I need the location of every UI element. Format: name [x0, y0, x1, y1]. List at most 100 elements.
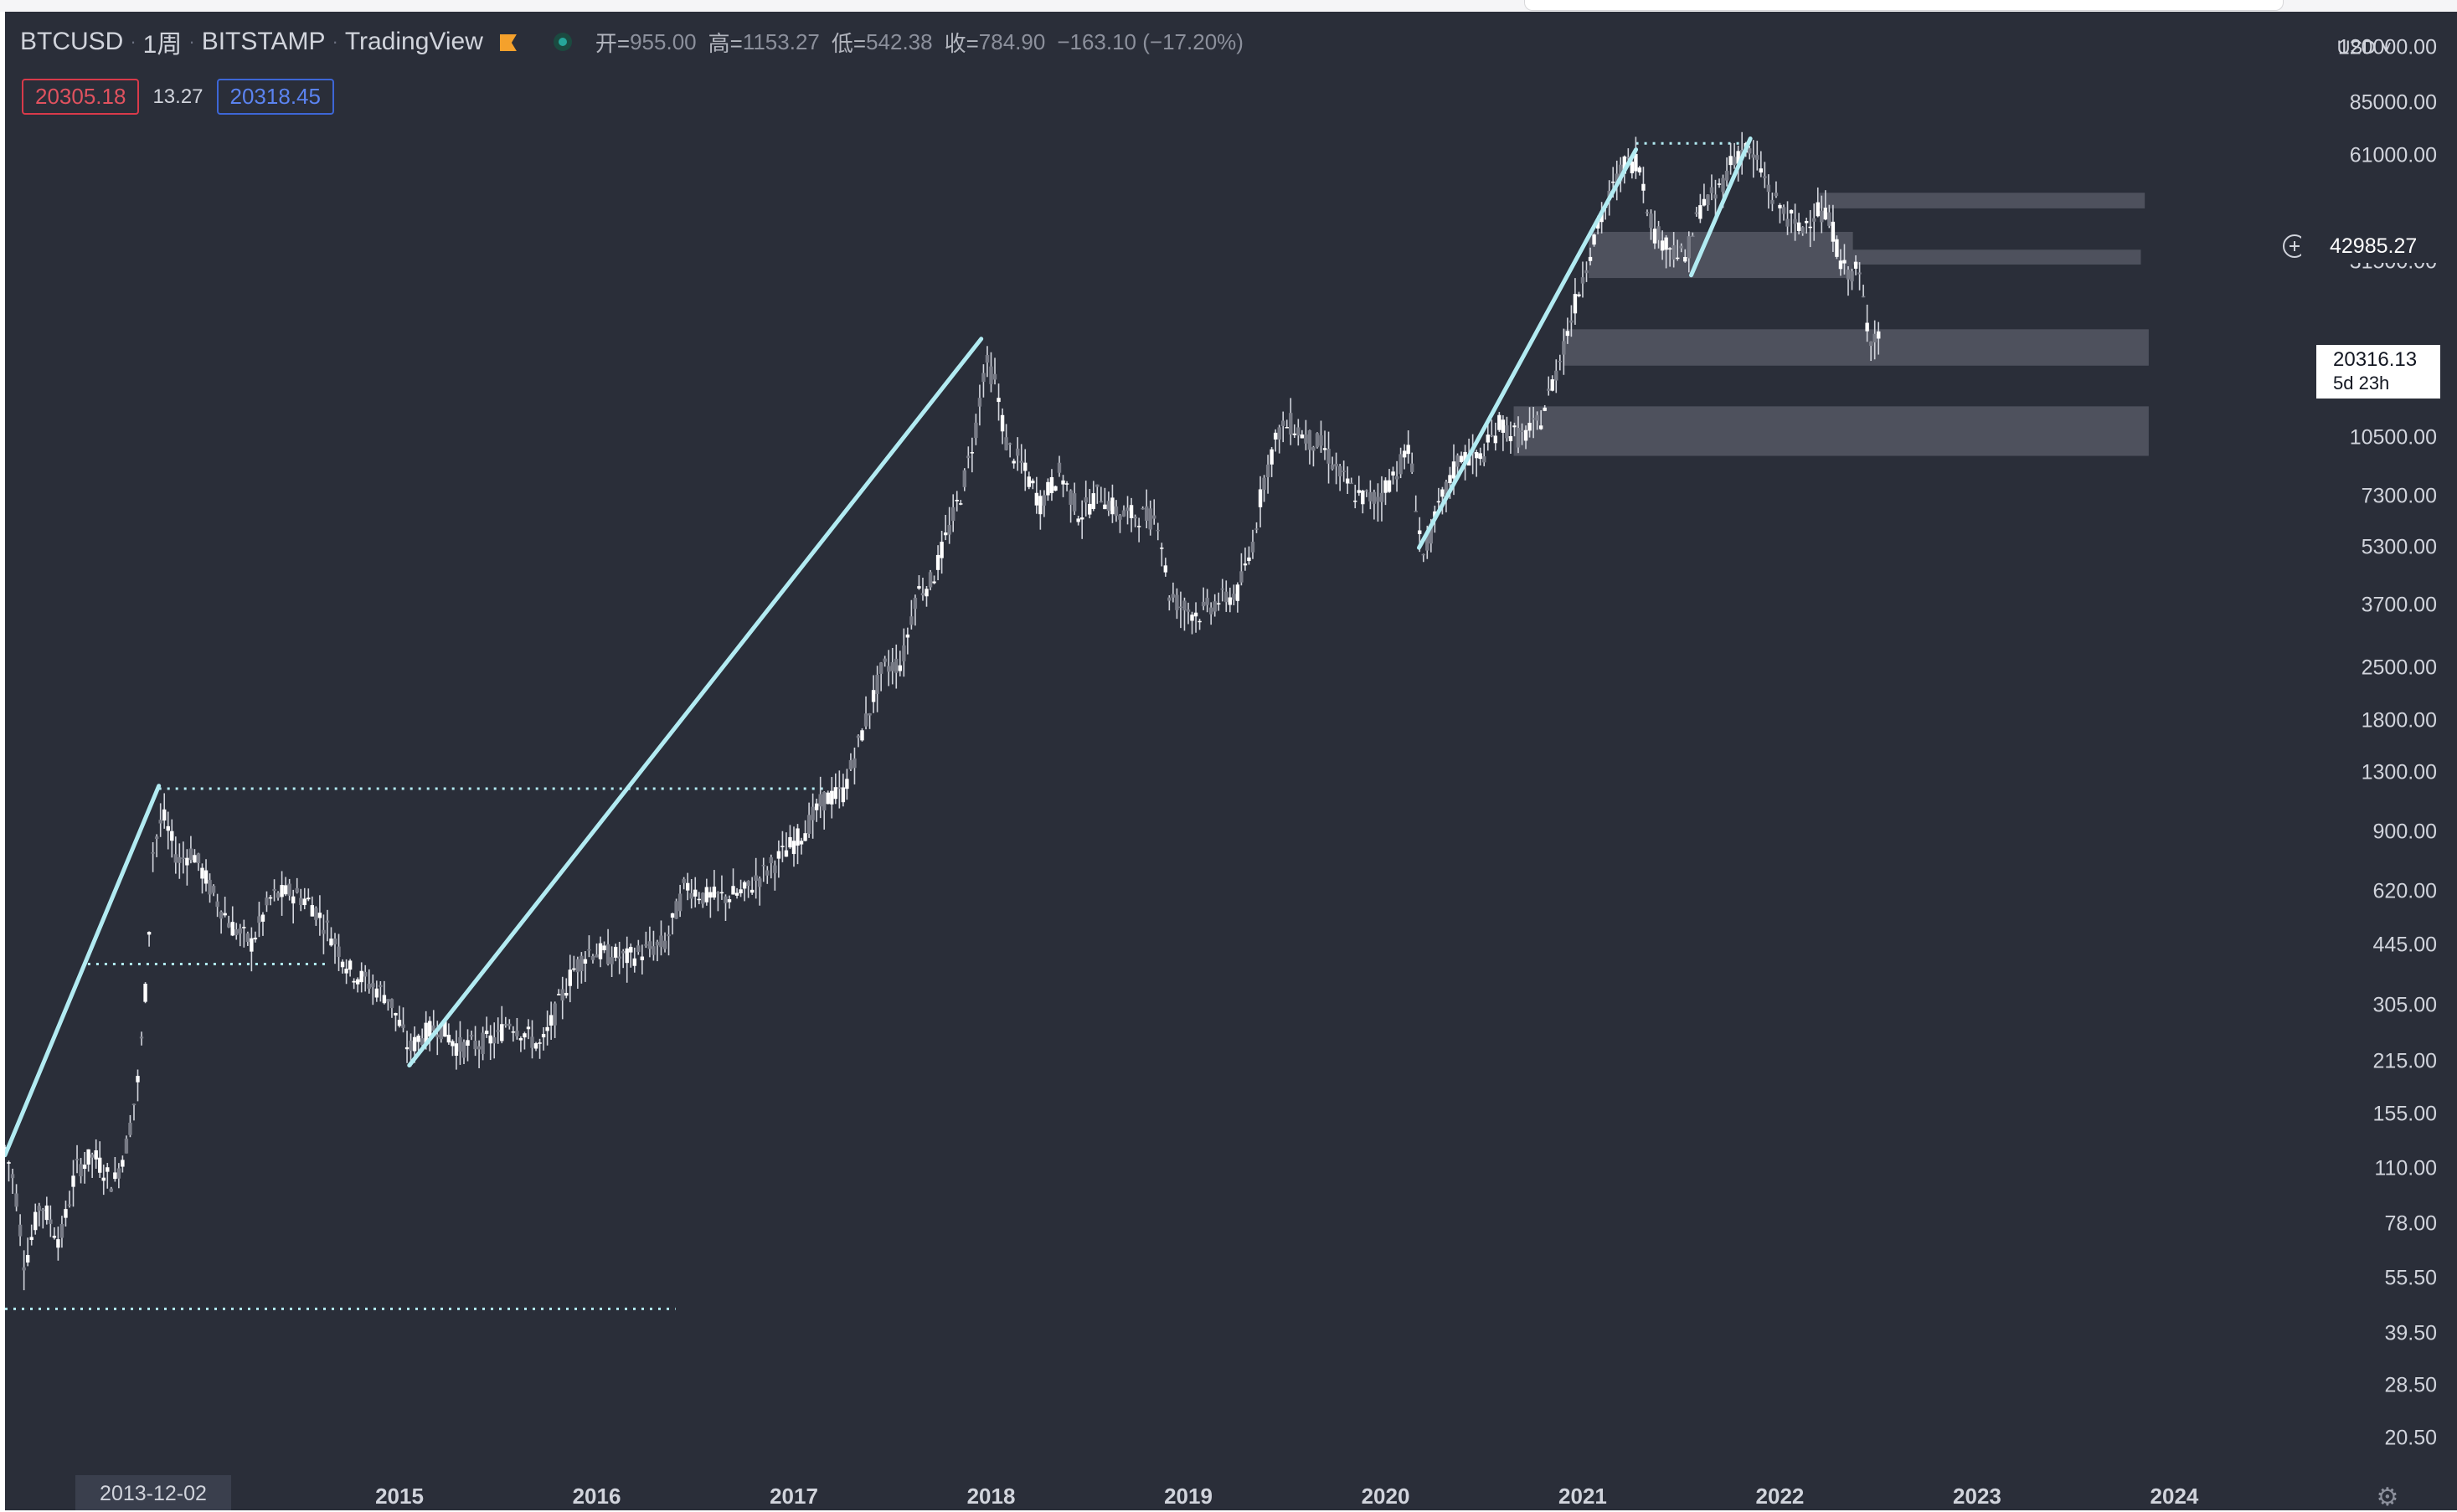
candle-body [1584, 270, 1589, 274]
crosshair-date-label: 2013-12-02 [75, 1475, 231, 1510]
candle-body [1645, 212, 1650, 213]
candle-body [708, 892, 713, 898]
candle-body [841, 787, 846, 803]
candle-body [1208, 607, 1213, 615]
flag-icon[interactable] [500, 33, 517, 51]
candle-body [124, 1139, 129, 1154]
candle-body [583, 959, 588, 964]
candle-body [1330, 464, 1335, 470]
candle-body [1361, 491, 1365, 505]
candle-body [1679, 245, 1683, 249]
candle-body [1448, 475, 1452, 484]
price-tick-label: 305.00 [2372, 993, 2437, 1017]
candle-body [791, 841, 796, 855]
currency-selector[interactable]: USD ˅ [2337, 37, 2392, 59]
candle-body [1800, 227, 1805, 234]
candle-body [1482, 456, 1486, 463]
candle-body [1652, 229, 1657, 244]
candle-body [992, 373, 997, 380]
candle-body [667, 934, 671, 937]
sell-price-button[interactable]: 20305.18 [22, 79, 140, 115]
candle-body [234, 929, 239, 936]
candle-body [1133, 517, 1137, 519]
candle-body [238, 928, 242, 934]
change-value: −163.10 (−17.20%) [1057, 28, 1244, 54]
candle-body [749, 889, 755, 893]
candle-body [416, 1035, 420, 1042]
candle-body [1289, 413, 1293, 435]
candle-body [1823, 208, 1828, 220]
candle-body [883, 658, 887, 662]
candle-body [1099, 501, 1104, 503]
candle-body [1205, 598, 1209, 605]
candle-body [230, 922, 234, 936]
symbol-legend: BTCUSD · 1周 · BITSTAMP · TradingView 开= … [20, 25, 1244, 59]
candle-body [1573, 294, 1578, 314]
candle-body [1243, 563, 1248, 566]
low-value: 542.38 [866, 28, 933, 54]
candle-body [682, 878, 686, 883]
candle-body [371, 983, 375, 988]
candle-body [1027, 476, 1031, 487]
candle-body [928, 572, 933, 588]
candle-body [1357, 490, 1361, 493]
candle-body [553, 1003, 557, 1026]
candle-body [67, 1204, 72, 1206]
candle-body [1466, 455, 1471, 466]
candle-body [1550, 379, 1554, 391]
candle-body [830, 790, 834, 805]
candle-body [677, 893, 682, 912]
candle-body [1558, 360, 1563, 363]
buy-price-button[interactable]: 20318.45 [216, 79, 334, 115]
candle-body [871, 690, 876, 702]
candle-body [1383, 480, 1388, 493]
candle-body [898, 665, 902, 671]
candle-body [280, 885, 284, 897]
candle-body [837, 787, 842, 789]
candle-body [868, 713, 872, 716]
chart-panel[interactable]: BTCUSD · 1周 · BITSTAMP · TradingView 开= … [5, 12, 2457, 1510]
candle-body [1838, 260, 1843, 270]
candle-body [719, 892, 724, 894]
candle-body [1676, 257, 1680, 260]
candle-body [496, 1030, 500, 1032]
candle-body [1277, 427, 1281, 440]
candle-body [1049, 476, 1054, 494]
candle-body [647, 941, 652, 949]
candle-body [143, 984, 147, 1002]
symbol-name[interactable]: BTCUSD [20, 28, 124, 55]
trend-line [1689, 136, 1753, 278]
candle-body [52, 1236, 57, 1238]
candle-body [902, 645, 906, 661]
candle-body [242, 927, 246, 928]
candle-body [466, 1040, 470, 1046]
market-status-icon[interactable] [553, 33, 572, 51]
candle-body [1778, 204, 1782, 208]
candle-body [1285, 427, 1289, 429]
candle-body [1372, 491, 1377, 504]
candle-body [367, 984, 371, 989]
settings-gear-icon[interactable]: ⚙ [2376, 1484, 2399, 1510]
candle-body [1459, 455, 1464, 462]
candle-body [734, 892, 739, 896]
candle-body [1592, 234, 1596, 245]
candle-body [488, 1035, 492, 1044]
candle-body [1141, 507, 1145, 510]
candle-body [139, 1036, 144, 1039]
trade-price-row: 20305.18 13.27 20318.45 [22, 79, 334, 115]
candle-body [1861, 296, 1866, 298]
candle-body [1235, 584, 1240, 601]
interval-label[interactable]: 1周 [142, 31, 183, 59]
candle-body [1641, 183, 1646, 191]
price-chart[interactable] [5, 12, 2457, 1510]
source-label: TradingView [344, 28, 483, 55]
candle-body [1220, 588, 1224, 590]
candle-body [348, 960, 353, 970]
candle-body [1057, 462, 1062, 473]
price-tick-label: 1800.00 [2361, 708, 2437, 733]
candle-body [613, 946, 618, 958]
candle-body [822, 791, 827, 811]
candle-body [845, 779, 849, 789]
candle-body [116, 1168, 121, 1179]
candle-body [1619, 164, 1623, 182]
